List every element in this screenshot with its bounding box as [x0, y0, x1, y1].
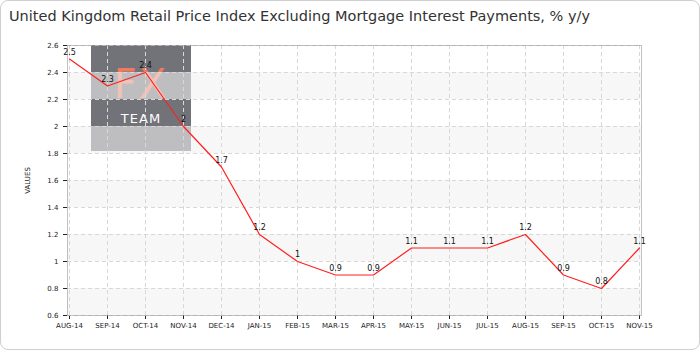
svg-text:1: 1: [54, 258, 58, 266]
svg-text:1.1: 1.1: [481, 237, 494, 246]
svg-text:1.2: 1.2: [519, 223, 532, 232]
svg-text:1.1: 1.1: [633, 237, 646, 246]
svg-text:0.9: 0.9: [367, 264, 380, 273]
svg-text:AUG-15: AUG-15: [512, 322, 539, 330]
svg-text:0.9: 0.9: [329, 264, 342, 273]
svg-text:0.9: 0.9: [557, 264, 570, 273]
svg-text:1.8: 1.8: [47, 150, 58, 158]
svg-text:2.2: 2.2: [47, 96, 58, 104]
svg-text:JAN-15: JAN-15: [247, 322, 271, 330]
svg-text:MAR-15: MAR-15: [322, 322, 349, 330]
svg-text:VALUES: VALUES: [24, 167, 32, 194]
svg-text:JUN-15: JUN-15: [437, 322, 462, 330]
svg-text:MAY-15: MAY-15: [399, 322, 424, 330]
svg-text:0.8: 0.8: [47, 285, 58, 293]
svg-text:JUL-15: JUL-15: [475, 322, 498, 330]
svg-text:AUG-14: AUG-14: [56, 322, 83, 330]
svg-text:SEP-14: SEP-14: [95, 322, 120, 330]
svg-text:0.6: 0.6: [47, 312, 59, 320]
svg-text:1.6: 1.6: [47, 177, 59, 185]
svg-text:0.8: 0.8: [595, 277, 608, 286]
svg-text:OCT-15: OCT-15: [589, 322, 614, 330]
svg-text:2.5: 2.5: [63, 48, 76, 57]
svg-text:1.7: 1.7: [215, 156, 228, 165]
svg-text:2.4: 2.4: [47, 69, 59, 77]
svg-text:1.2: 1.2: [253, 223, 266, 232]
svg-text:NOV-14: NOV-14: [170, 322, 197, 330]
svg-text:1.2: 1.2: [47, 231, 58, 239]
svg-text:2.4: 2.4: [139, 61, 152, 70]
svg-text:1.1: 1.1: [443, 237, 456, 246]
svg-text:1.1: 1.1: [405, 237, 418, 246]
svg-text:1: 1: [295, 250, 300, 259]
svg-text:OCT-14: OCT-14: [133, 322, 159, 330]
svg-text:NOV-15: NOV-15: [626, 322, 652, 330]
svg-text:2.6: 2.6: [47, 42, 59, 50]
svg-text:DEC-14: DEC-14: [208, 322, 235, 330]
svg-text:2: 2: [181, 115, 186, 124]
svg-text:APR-15: APR-15: [361, 322, 386, 330]
svg-text:FEB-15: FEB-15: [285, 322, 310, 330]
svg-text:2.3: 2.3: [101, 75, 114, 84]
svg-text:2: 2: [54, 123, 58, 131]
svg-text:1.4: 1.4: [47, 204, 59, 212]
svg-text:SEP-15: SEP-15: [551, 322, 575, 330]
